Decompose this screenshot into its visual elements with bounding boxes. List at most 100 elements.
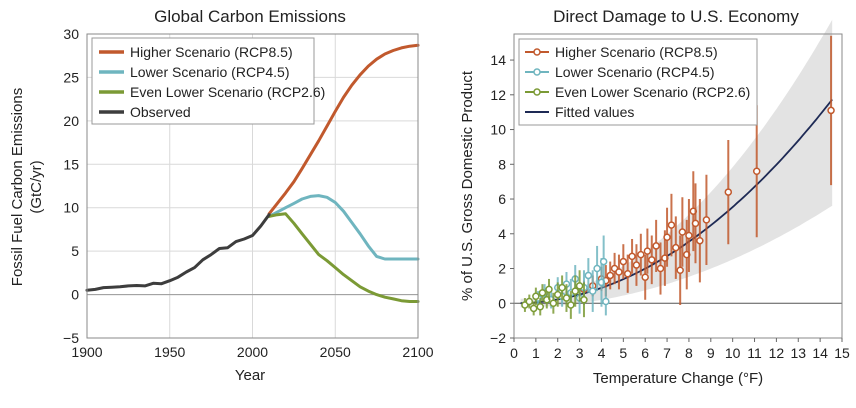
right-x-tick-label: 11: [747, 345, 762, 361]
point-rcp85: [676, 266, 684, 275]
right-x-tick-label: 6: [641, 345, 649, 361]
point-rcp85: [724, 188, 733, 196]
point-rcp85: [648, 256, 656, 264]
point-rcp85: [678, 228, 687, 236]
confidence-band: [520, 19, 833, 308]
left-y-tick-label: 10: [63, 200, 79, 216]
left-y-tick-label: 15: [63, 156, 79, 172]
line-rcp85: [267, 43, 420, 216]
right-y-tick-label: 8: [498, 156, 506, 172]
point-rcp26: [562, 294, 571, 302]
point-rcp85: [641, 273, 649, 281]
right-x-tick-label: 9: [707, 345, 715, 361]
point-rcp85: [672, 243, 680, 252]
right-legend-box: [518, 38, 758, 126]
line-rcp26: [267, 212, 420, 303]
right-points: [521, 35, 835, 319]
left-legend-box: [91, 37, 315, 125]
point-rcp85: [632, 261, 641, 269]
line-observed: [85, 213, 271, 292]
point-rcp85: [656, 264, 665, 273]
right-x-tick-label: 3: [576, 345, 584, 361]
right-legend-label: Higher Scenario (RCP8.5): [555, 44, 718, 60]
right-y-ticks: 14 12 10 8 6 4 2 0 −2: [490, 52, 514, 346]
right-y-tick-label: 2: [498, 261, 506, 277]
left-x-tick-label: 2050: [320, 344, 351, 360]
left-legend-label: Higher Scenario (RCP8.5): [130, 44, 293, 60]
point-rcp26: [532, 292, 540, 301]
left-x-tick-label: 2000: [237, 344, 268, 360]
point-rcp45: [588, 287, 597, 295]
point-rcp85: [663, 233, 671, 241]
left-x-tick-label: 1950: [154, 344, 185, 360]
point-rcp85: [643, 247, 652, 255]
right-y-label: % of U.S. Gross Domestic Product: [459, 70, 476, 301]
right-legend: Higher Scenario (RCP8.5) Lower Scenario (…: [518, 38, 758, 126]
point-rcp85: [606, 271, 614, 280]
point-rcp85: [691, 219, 700, 228]
point-rcp26: [571, 287, 579, 295]
right-legend-label: Lower Scenario (RCP4.5): [555, 64, 715, 80]
right-y-tick-label: −2: [490, 330, 506, 346]
point-rcp85: [628, 252, 636, 261]
left-legend-label: Lower Scenario (RCP4.5): [130, 64, 290, 80]
left-legend-label: Observed: [130, 104, 191, 120]
point-rcp85: [827, 106, 835, 115]
point-rcp26: [575, 282, 584, 290]
right-legend-marker: [533, 88, 541, 96]
point-rcp26: [549, 299, 558, 308]
right-x-tick-label: 2: [554, 345, 562, 361]
left-y-label-line1: Fossil Fuel Carbon Emissions: [9, 88, 26, 286]
left-series: [85, 43, 420, 303]
right-legend-marker: [533, 48, 541, 56]
left-x-ticks: 1900 1950 2000 2050 2100: [71, 344, 433, 360]
point-rcp26: [567, 301, 575, 309]
point-rcp45: [602, 297, 610, 306]
right-x-tick-label: 12: [769, 345, 785, 361]
left-legend: Higher Scenario (RCP8.5) Lower Scenario (…: [91, 37, 325, 125]
left-y-tick-label: 25: [63, 69, 79, 85]
point-rcp26: [553, 290, 562, 299]
right-x-ticks: 0 1 2 3 4 5 6 7 8 9 10 11 12 13 14 15: [510, 338, 850, 361]
right-x-tick-label: 5: [619, 345, 627, 361]
point-rcp26: [580, 296, 588, 304]
right-x-label: Temperature Change (°F): [593, 370, 763, 387]
left-chart-title: Global Carbon Emissions: [154, 7, 346, 26]
point-rcp45: [599, 257, 608, 266]
left-chart: Global Carbon Emissions 30 25 20 15 10 5 0 −5 1…: [9, 7, 434, 384]
point-rcp26: [545, 285, 553, 294]
left-legend-label: Even Lower Scenario (RCP2.6): [130, 84, 325, 100]
left-x-tick-label: 1900: [71, 344, 102, 360]
point-rcp85: [619, 257, 628, 266]
point-rcp26: [529, 304, 538, 313]
left-x-tick-label: 2100: [402, 344, 433, 360]
left-y-tick-label: 20: [63, 113, 79, 129]
right-x-tick-label: 10: [725, 345, 741, 361]
point-rcp85: [702, 216, 711, 224]
right-y-tick-label: 12: [490, 87, 506, 103]
point-rcp85: [696, 236, 704, 245]
point-rcp26: [558, 283, 566, 292]
left-y-ticks: 30 25 20 15 10 5 0 −5: [63, 26, 79, 346]
point-rcp85: [623, 269, 632, 278]
left-y-tick-label: 5: [71, 243, 79, 259]
left-y-tick-label: −5: [63, 330, 79, 346]
right-plot-frame: [513, 33, 843, 339]
left-y-tick-label: 0: [71, 287, 79, 303]
point-rcp26: [525, 297, 534, 306]
left-plot-frame: [86, 33, 419, 339]
right-x-tick-label: 7: [663, 345, 671, 361]
point-rcp45: [584, 271, 593, 280]
right-y-tick-label: 4: [498, 226, 506, 242]
point-rcp85: [685, 231, 693, 240]
line-rcp45: [267, 194, 420, 261]
right-legend-label: Even Lower Scenario (RCP2.6): [555, 84, 750, 100]
right-legend-label: Fitted values: [555, 104, 634, 120]
right-x-tick-label: 14: [812, 345, 828, 361]
right-x-tick-label: 13: [790, 345, 806, 361]
point-rcp26: [536, 302, 544, 311]
right-legend-marker: [533, 68, 541, 76]
point-rcp26: [538, 289, 547, 297]
point-rcp85: [752, 167, 761, 175]
